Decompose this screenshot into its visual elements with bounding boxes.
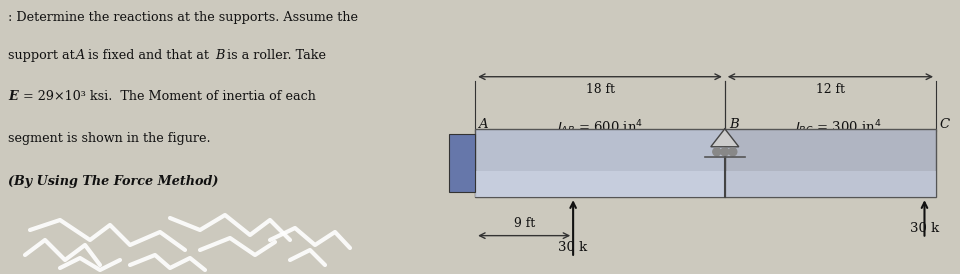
- Text: 12 ft: 12 ft: [816, 83, 845, 96]
- Text: B: B: [729, 118, 738, 131]
- Bar: [475, 129, 725, 197]
- Text: 9 ft: 9 ft: [514, 217, 535, 230]
- Text: is a roller. Take: is a roller. Take: [223, 49, 326, 62]
- Text: $I_{AB}$ = 600 in$^4$: $I_{AB}$ = 600 in$^4$: [557, 118, 643, 136]
- Text: 30 k: 30 k: [559, 241, 588, 254]
- Polygon shape: [710, 129, 739, 147]
- Circle shape: [712, 148, 721, 156]
- Text: 30 k: 30 k: [910, 222, 939, 235]
- Text: (By Using The Force Method): (By Using The Force Method): [8, 175, 218, 188]
- Text: segment is shown in the figure.: segment is shown in the figure.: [8, 132, 210, 144]
- Text: $I_{BC}$ = 300 in$^4$: $I_{BC}$ = 300 in$^4$: [795, 118, 881, 136]
- Text: B: B: [215, 49, 225, 62]
- Bar: [449, 134, 475, 192]
- Bar: [475, 171, 725, 197]
- Text: E: E: [8, 90, 17, 103]
- Circle shape: [721, 148, 729, 156]
- Bar: [725, 129, 936, 197]
- Text: : Determine the reactions at the supports. Assume the: : Determine the reactions at the support…: [8, 11, 358, 24]
- Text: 18 ft: 18 ft: [586, 83, 614, 96]
- Text: = 29×10³ ksi.  The Moment of inertia of each: = 29×10³ ksi. The Moment of inertia of e…: [19, 90, 316, 103]
- Text: A: A: [478, 118, 488, 131]
- Text: support at: support at: [8, 49, 79, 62]
- Text: C: C: [939, 118, 949, 131]
- Text: is fixed and that at: is fixed and that at: [84, 49, 213, 62]
- Circle shape: [729, 148, 737, 156]
- Text: A: A: [76, 49, 85, 62]
- Bar: [725, 171, 936, 197]
